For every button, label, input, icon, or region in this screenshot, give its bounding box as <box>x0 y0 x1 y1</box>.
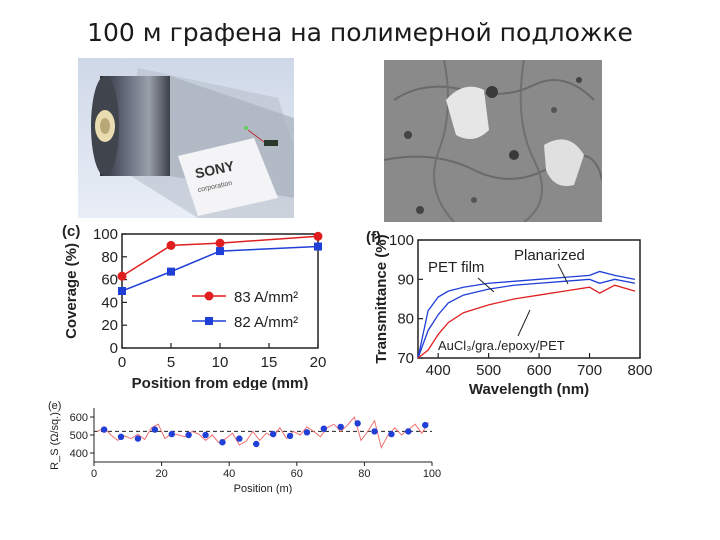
legend-marker <box>204 291 214 301</box>
y-tick-label: 80 <box>101 249 118 266</box>
y-tick-label: 80 <box>397 311 414 328</box>
sheet-resistance-chart: (e) 0 20 40 60 80 100 400 500 600 Position (m) R_S … <box>48 400 441 494</box>
series-line <box>417 278 636 359</box>
data-point <box>117 271 127 281</box>
data-point <box>100 426 108 433</box>
x-tick-label: 40 <box>223 468 235 480</box>
data-point <box>337 423 344 431</box>
y-tick-label: 70 <box>397 350 414 367</box>
data-point <box>118 287 126 295</box>
data-point <box>269 430 277 438</box>
annotation-pet-film: PET film <box>428 259 484 276</box>
x-tick-label: 700 <box>577 362 602 379</box>
data-point <box>168 430 175 438</box>
y-tick-label: 500 <box>70 430 88 442</box>
data-point <box>286 432 294 440</box>
annotation-pointer <box>557 263 569 285</box>
x-tick-label: 5 <box>167 354 175 371</box>
x-tick-label: 60 <box>291 468 303 480</box>
data-point <box>215 238 225 248</box>
x-tick-label: 15 <box>261 354 278 371</box>
series-line <box>417 270 636 359</box>
plot-frame <box>417 239 641 359</box>
data-point <box>354 420 361 427</box>
legend-label: 83 A/mm² <box>234 289 298 306</box>
annotation-pointer <box>517 309 531 337</box>
panel-label: (f) <box>366 229 381 246</box>
transmittance-chart: (f) 400 500 600 700 800 70 80 90 100 Wavelength (n… <box>366 229 653 398</box>
data-point <box>253 440 260 448</box>
series-line <box>97 415 430 449</box>
series-line <box>417 284 636 359</box>
x-axis-label: Position (m) <box>234 483 293 494</box>
panel-label: (e) <box>48 400 61 412</box>
y-axis-label: Transmittance (%) <box>373 234 390 363</box>
data-point <box>134 435 142 442</box>
x-tick-label: 0 <box>91 468 97 480</box>
x-tick-label: 20 <box>310 354 327 371</box>
series-line <box>121 235 319 277</box>
y-tick-label: 600 <box>70 412 88 424</box>
data-point <box>388 430 395 438</box>
x-axis-label: Position from edge (mm) <box>132 375 309 390</box>
data-point <box>151 426 159 433</box>
annotation-planarized: Planarized <box>514 247 585 264</box>
series-line <box>121 245 319 292</box>
y-tick-label: 100 <box>389 232 414 249</box>
y-tick-label: 90 <box>397 271 414 288</box>
y-axis-label: Coverage (%) <box>63 243 80 339</box>
data-point <box>313 231 323 241</box>
y-tick-label: 20 <box>101 317 118 334</box>
data-point <box>185 431 192 439</box>
x-tick-label: 0 <box>118 354 126 371</box>
data-point <box>236 435 243 442</box>
x-tick-label: 10 <box>212 354 229 371</box>
x-tick-label: 500 <box>476 362 501 379</box>
legend-label: 82 A/mm² <box>234 314 298 331</box>
x-tick-label: 100 <box>423 468 441 480</box>
data-point <box>422 421 429 429</box>
data-point <box>314 242 322 251</box>
legend-marker <box>205 317 213 325</box>
coverage-chart: (c) 0 5 10 15 20 0 20 40 60 80 100 Position from edg… <box>62 223 327 390</box>
y-tick-label: 100 <box>93 226 118 243</box>
x-tick-label: 80 <box>358 468 370 480</box>
x-tick-label: 600 <box>527 362 552 379</box>
data-point <box>371 428 378 435</box>
y-tick-label: 60 <box>101 272 118 289</box>
data-point <box>405 428 412 435</box>
data-point <box>219 439 226 446</box>
microscope-photo <box>384 60 602 222</box>
data-point <box>117 433 125 440</box>
x-tick-label: 400 <box>426 362 451 379</box>
data-point <box>320 425 328 432</box>
slide-title: 100 м графена на полимерной подложке <box>87 18 633 47</box>
y-axis-label: R_S (Ω/sq.) <box>49 412 61 470</box>
x-tick-label: 800 <box>627 362 652 379</box>
data-point <box>202 431 209 439</box>
data-point <box>216 247 224 256</box>
annotation-aucl3: AuCl₃/gra./epoxy/PET <box>438 338 565 353</box>
panel-label: (c) <box>62 223 80 240</box>
y-tick-label: 0 <box>110 340 118 357</box>
data-point <box>167 267 175 276</box>
x-tick-label: 20 <box>155 468 167 480</box>
annotation-pointer <box>477 277 495 293</box>
graphene-roll-photo: SONY corporation <box>78 58 294 218</box>
y-tick-label: 40 <box>101 294 118 311</box>
data-point <box>303 429 311 436</box>
y-tick-label: 400 <box>70 448 88 460</box>
x-axis-label: Wavelength (nm) <box>469 381 589 398</box>
data-point <box>166 240 176 250</box>
